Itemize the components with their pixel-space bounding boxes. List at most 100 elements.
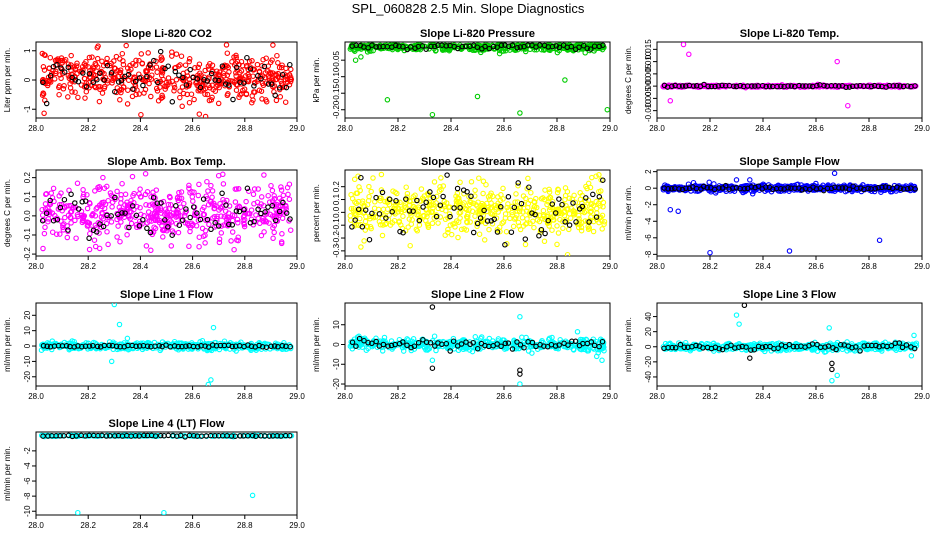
- data-point: [124, 232, 130, 238]
- outlier-point: [358, 54, 364, 60]
- x-tick-label: 29.0: [289, 392, 305, 401]
- data-point: [474, 203, 480, 209]
- selected-point: [194, 344, 201, 350]
- data-point: [442, 216, 449, 223]
- data-point: [173, 77, 180, 83]
- data-point: [538, 46, 545, 53]
- data-point: [87, 230, 93, 237]
- x-tick-label: 28.2: [390, 392, 406, 401]
- selected-point: [455, 45, 461, 52]
- selected-point: [247, 66, 254, 72]
- data-point: [561, 209, 567, 215]
- selected-point: [129, 203, 136, 209]
- data-point: [229, 229, 236, 235]
- x-tick-label: 29.0: [289, 124, 305, 133]
- data-point: [511, 216, 518, 222]
- data-point: [416, 222, 423, 228]
- data-point: [73, 235, 79, 241]
- selected-point: [83, 84, 90, 90]
- selected-point: [423, 199, 429, 206]
- selected-point: [251, 83, 257, 89]
- data-point: [175, 197, 182, 204]
- selected-point: [154, 79, 161, 86]
- data-point: [516, 208, 523, 214]
- y-tick-label: 40: [644, 312, 653, 321]
- data-point: [171, 88, 177, 94]
- y-tick-label: 0.005: [644, 63, 653, 84]
- data-point: [445, 204, 452, 210]
- selected-point: [61, 196, 68, 203]
- chart-title: Slope Gas Stream RH: [421, 156, 534, 168]
- selected-point: [90, 79, 97, 86]
- x-tick-label: 28.4: [443, 124, 459, 133]
- data-point: [578, 227, 585, 234]
- data-point: [46, 211, 53, 218]
- selected-point: [269, 202, 276, 209]
- selected-point: [176, 222, 183, 228]
- selected-point: [187, 66, 193, 73]
- data-point: [577, 196, 584, 203]
- outlier-point: [834, 58, 840, 65]
- selected-point: [572, 338, 579, 345]
- selected-point: [669, 83, 675, 90]
- data-point: [47, 54, 54, 61]
- data-point: [415, 206, 421, 212]
- data-point: [588, 208, 594, 215]
- data-point: [109, 77, 116, 84]
- data-point: [247, 346, 254, 352]
- data-point: [589, 174, 595, 181]
- data-point: [56, 91, 62, 98]
- data-points: [660, 42, 919, 109]
- data-point: [361, 238, 367, 244]
- data-point: [84, 205, 91, 212]
- data-point: [509, 209, 515, 216]
- selected-point: [432, 43, 438, 50]
- selected-point: [223, 202, 229, 208]
- data-point: [263, 219, 270, 225]
- selected-point: [796, 82, 802, 89]
- x-tick-label: 28.2: [80, 392, 96, 401]
- data-point: [414, 212, 420, 218]
- data-point: [577, 346, 583, 352]
- data-point: [199, 225, 206, 232]
- outlier-point: [667, 206, 674, 213]
- data-point: [243, 198, 249, 205]
- data-point: [146, 202, 153, 209]
- data-point: [481, 237, 488, 243]
- data-point: [103, 220, 110, 227]
- data-point: [489, 211, 496, 217]
- selected-point: [122, 210, 128, 216]
- data-point: [158, 207, 164, 213]
- data-point: [80, 187, 86, 193]
- selected-point: [144, 225, 150, 232]
- y-tick-label: 0.0: [23, 210, 32, 222]
- x-tick-label: 28.6: [808, 392, 824, 401]
- data-points: [39, 42, 295, 118]
- selected-point: [580, 42, 587, 49]
- data-point: [196, 234, 203, 240]
- data-point: [79, 212, 85, 219]
- y-tick-label: -0.15: [332, 84, 341, 103]
- data-point: [40, 245, 46, 252]
- y-tick-label: -0.05: [332, 51, 341, 70]
- data-point: [231, 246, 237, 253]
- selected-point: [853, 83, 860, 89]
- data-point: [108, 219, 115, 225]
- selected-point: [562, 219, 568, 225]
- outlier-point: [124, 335, 131, 342]
- data-point: [112, 196, 118, 203]
- data-point: [194, 212, 200, 219]
- data-point: [194, 79, 200, 85]
- y-axis-label: ml/min per min.: [624, 186, 633, 241]
- selected-point: [759, 82, 766, 89]
- data-point: [256, 68, 263, 75]
- data-point: [190, 198, 196, 204]
- data-point: [241, 223, 248, 230]
- outlier-point: [554, 241, 560, 248]
- data-point: [204, 178, 210, 185]
- data-point: [205, 66, 212, 72]
- selected-point: [882, 184, 889, 190]
- data-point: [474, 223, 480, 230]
- data-point: [280, 192, 287, 199]
- selected-point: [162, 217, 168, 223]
